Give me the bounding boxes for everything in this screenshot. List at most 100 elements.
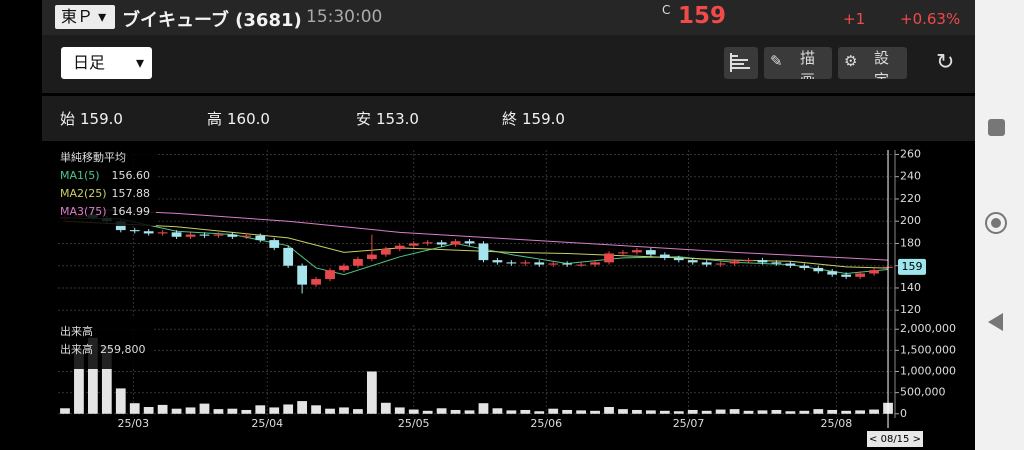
nav-home[interactable] bbox=[985, 212, 1007, 234]
ohlc-item: 高 160.0 bbox=[207, 108, 270, 129]
legend-value: 164.99 bbox=[112, 205, 151, 218]
x-tick-label: 25/06 bbox=[530, 417, 562, 430]
change: +1 bbox=[843, 10, 866, 28]
volume-bar bbox=[492, 408, 503, 414]
legend-box bbox=[58, 150, 156, 226]
indicator-button[interactable] bbox=[724, 47, 758, 79]
candle-body bbox=[478, 243, 489, 261]
volume-bar bbox=[227, 408, 238, 414]
x-tick-label: 25/08 bbox=[821, 417, 853, 430]
nav-recent[interactable] bbox=[988, 119, 1005, 136]
volume-bar bbox=[576, 410, 587, 414]
candle-body bbox=[492, 260, 503, 263]
candle-body bbox=[213, 234, 224, 236]
candle-body bbox=[185, 234, 196, 237]
y-tick-label: 2,000,000 bbox=[900, 322, 956, 335]
candle-body bbox=[869, 270, 879, 274]
volume-bar bbox=[422, 410, 433, 414]
volume-bar bbox=[548, 408, 559, 414]
volume-bar bbox=[590, 410, 600, 414]
candle-body bbox=[520, 262, 531, 264]
volume-bar bbox=[74, 350, 84, 414]
candle-body bbox=[743, 260, 754, 262]
change-pct: +0.63% bbox=[900, 10, 961, 28]
price-tag bbox=[898, 258, 926, 275]
candle-body bbox=[827, 271, 838, 275]
ohlc-value: 159.0 bbox=[522, 110, 565, 128]
candle-body bbox=[757, 260, 768, 263]
candle-body bbox=[659, 254, 670, 258]
y-tick-label: 240 bbox=[900, 170, 921, 183]
candle-body bbox=[339, 265, 349, 271]
candle-body bbox=[813, 267, 824, 272]
candle-body bbox=[729, 261, 740, 264]
volume-bar bbox=[353, 409, 363, 414]
candle-body bbox=[129, 230, 140, 232]
volume-bar bbox=[157, 404, 168, 414]
volume-bar bbox=[339, 407, 349, 414]
volume-bar bbox=[283, 404, 294, 414]
volume-bar bbox=[213, 409, 224, 414]
nav-back[interactable] bbox=[988, 313, 1003, 331]
volume-bar bbox=[115, 388, 126, 414]
stock-name: ブイキューブ (3681) bbox=[122, 10, 302, 31]
candle-body bbox=[366, 254, 377, 260]
candle-body bbox=[283, 247, 294, 266]
candle-body bbox=[380, 249, 391, 255]
refresh-button[interactable]: ↻ bbox=[936, 50, 955, 75]
volume-bar bbox=[534, 411, 545, 414]
candle-body bbox=[771, 262, 782, 264]
volume-bar bbox=[436, 408, 447, 414]
volume-bar bbox=[743, 410, 754, 414]
date-tag-label: < 08/15 > bbox=[869, 434, 921, 445]
volume-bar bbox=[673, 411, 684, 414]
legend-box bbox=[58, 325, 153, 369]
volume-bar bbox=[813, 409, 824, 414]
period: 日足 bbox=[73, 53, 106, 72]
legend-title: 出来高 bbox=[60, 324, 93, 338]
ma-line bbox=[64, 207, 889, 261]
ohlc-label: 始 bbox=[60, 110, 76, 128]
candle-body bbox=[799, 265, 810, 268]
x-tick-label: 25/04 bbox=[251, 417, 283, 430]
x-tick-label: 25/07 bbox=[673, 417, 705, 430]
candle-body bbox=[645, 250, 656, 255]
legend-name: 出来高 bbox=[60, 342, 93, 356]
volume-bar bbox=[562, 409, 573, 414]
candle-body bbox=[171, 232, 182, 237]
y-tick-label: 0 bbox=[900, 407, 907, 420]
volume-bar bbox=[311, 405, 321, 414]
ma-line bbox=[64, 220, 889, 269]
legend-name: MA2(25) bbox=[60, 187, 107, 200]
candle-body bbox=[269, 240, 280, 248]
candle-body bbox=[785, 263, 796, 266]
period-select[interactable]: 日足 ▾ bbox=[61, 47, 152, 79]
candle-body bbox=[436, 242, 447, 245]
volume-bar bbox=[394, 407, 405, 414]
volume-bar bbox=[785, 411, 796, 414]
candle-body bbox=[534, 262, 545, 265]
candle-body bbox=[422, 242, 433, 244]
volume-bar bbox=[408, 409, 419, 414]
market-select[interactable]: 東Ｐ ▾ bbox=[55, 5, 115, 29]
y-tick-label: 140 bbox=[900, 281, 921, 294]
volume-bar bbox=[478, 403, 489, 414]
volume-bar bbox=[87, 337, 98, 414]
draw-button[interactable]: ✎描画 bbox=[764, 47, 832, 79]
volume-bar bbox=[199, 403, 210, 414]
volume-bar bbox=[729, 409, 740, 414]
candle-body bbox=[325, 270, 335, 280]
candle-body bbox=[311, 279, 321, 285]
ohlc-item: 安 153.0 bbox=[356, 108, 419, 129]
nav-bar bbox=[975, 0, 1024, 450]
candle-body bbox=[618, 252, 628, 254]
price-tag-label: 159 bbox=[902, 260, 923, 273]
y-tick-label: 120 bbox=[900, 303, 921, 316]
candle-body bbox=[841, 274, 852, 277]
y-tick-label: 180 bbox=[900, 236, 921, 249]
market: 東Ｐ bbox=[61, 7, 94, 26]
price: 159 bbox=[678, 3, 727, 29]
y-tick-label: 260 bbox=[900, 147, 921, 160]
settings-button[interactable]: ⚙設定 bbox=[838, 47, 907, 79]
